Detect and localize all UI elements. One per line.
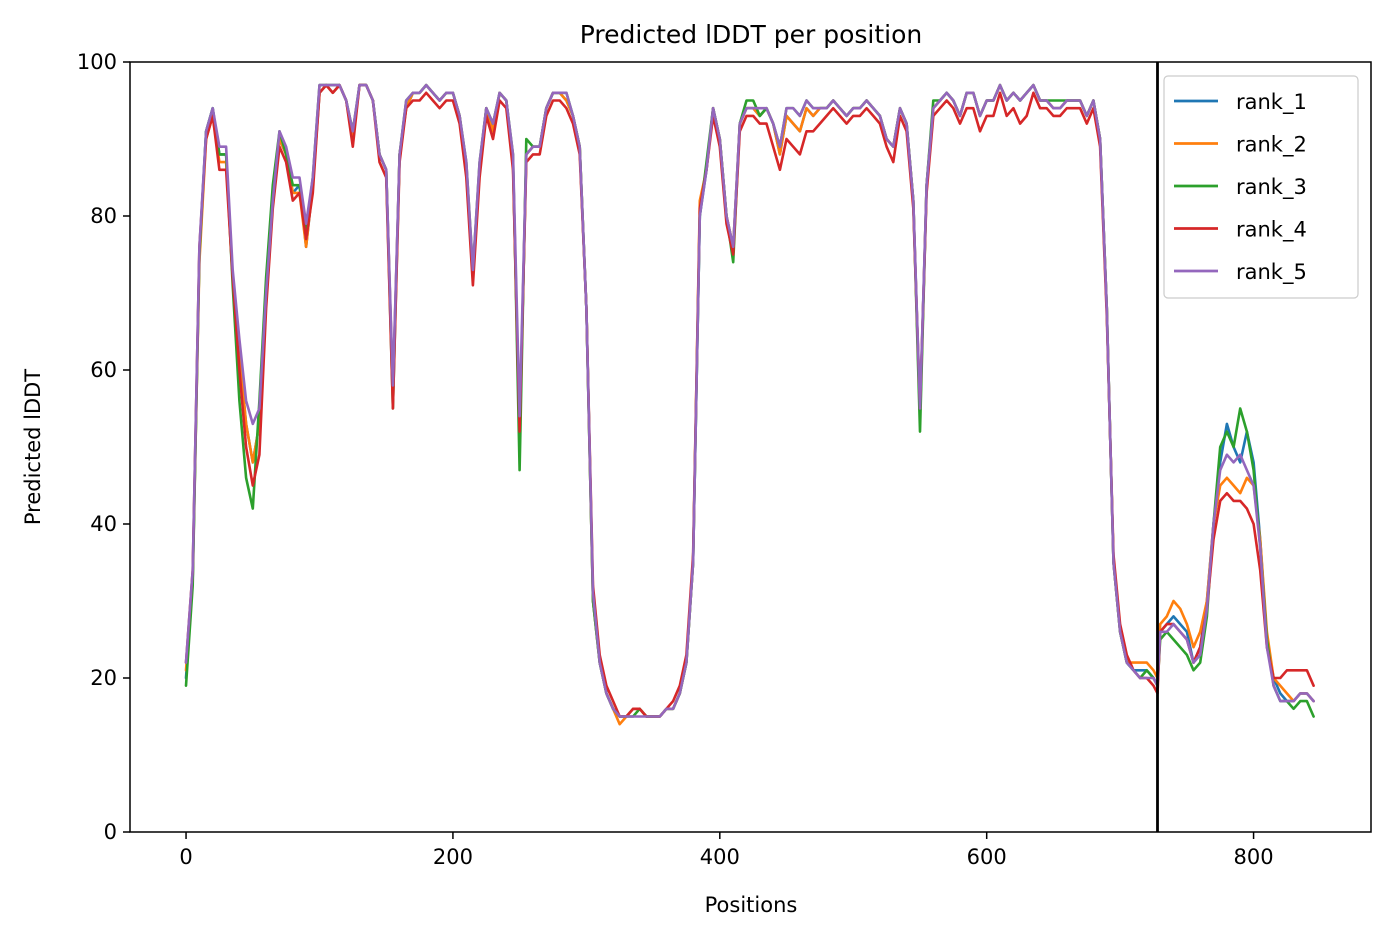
legend-label-rank_1: rank_1 [1236, 90, 1307, 115]
y-axis-label: Predicted lDDT [21, 369, 45, 525]
y-tick-label: 40 [90, 512, 117, 536]
axes-frame [129, 61, 1372, 833]
legend-label-rank_5: rank_5 [1236, 260, 1307, 285]
y-tick-label: 60 [90, 358, 117, 382]
legend: rank_1 rank_2 rank_3 rank_4 rank_5 [1163, 75, 1359, 299]
x-axis-label: Positions [705, 893, 798, 917]
chart-title: Predicted lDDT per position [580, 20, 922, 49]
legend-label-rank_4: rank_4 [1236, 218, 1307, 243]
x-tick-label: 600 [967, 845, 1007, 869]
series-line-rank_5 [184, 83, 1315, 718]
legend-label-rank_3: rank_3 [1236, 175, 1307, 200]
x-tick-label: 0 [179, 845, 192, 869]
y-tick-label: 100 [77, 50, 117, 74]
y-tick-label: 0 [104, 820, 117, 844]
legend-label-rank_2: rank_2 [1236, 133, 1307, 158]
plot-area [184, 83, 1315, 726]
x-tick-label: 800 [1234, 845, 1274, 869]
y-tick-label: 20 [90, 666, 117, 690]
y-axis-ticks: 0 20 40 60 80 100 [77, 50, 130, 844]
y-tick-label: 80 [90, 204, 117, 228]
x-tick-label: 400 [700, 845, 740, 869]
legend-box [1163, 75, 1359, 299]
x-tick-label: 200 [433, 845, 473, 869]
x-axis-ticks: 0 200 400 600 800 [179, 832, 1274, 869]
